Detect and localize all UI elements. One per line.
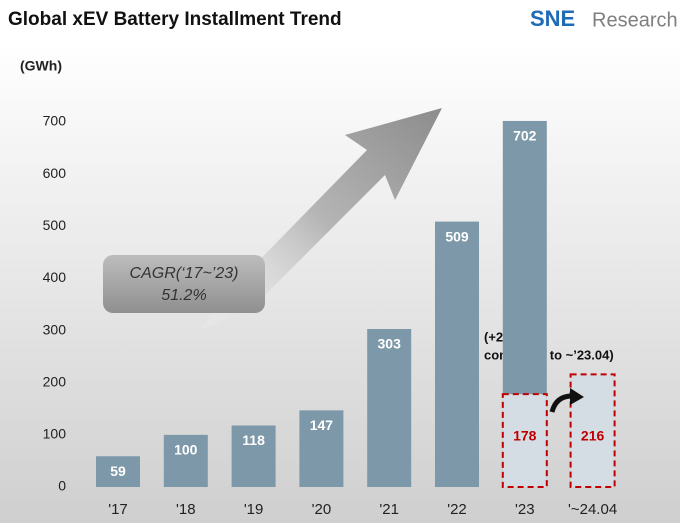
value-label: 216 bbox=[581, 428, 605, 444]
cagr-value: 51.2% bbox=[161, 287, 206, 304]
value-label: 702 bbox=[513, 128, 537, 144]
chart-title: Global xEV Battery Installment Trend bbox=[8, 9, 342, 30]
bar bbox=[435, 221, 479, 488]
value-label: 509 bbox=[445, 228, 469, 244]
y-axis-label: (GWh) bbox=[20, 58, 62, 74]
y-tick-label: 300 bbox=[43, 321, 67, 337]
logo-brand: SNE bbox=[530, 6, 575, 31]
x-tick-label: '18 bbox=[176, 501, 196, 518]
y-tick-label: 400 bbox=[43, 269, 67, 285]
value-label: 303 bbox=[378, 336, 402, 352]
cagr-label: CAGR(‘17~’23) bbox=[130, 265, 239, 282]
x-tick-label: '21 bbox=[379, 501, 399, 518]
growth-arrow bbox=[549, 393, 573, 413]
bar bbox=[367, 329, 412, 487]
x-tick-label: '17 bbox=[108, 501, 128, 518]
bar bbox=[299, 410, 344, 487]
x-tick-label: '20 bbox=[312, 501, 332, 518]
cagr-box bbox=[103, 255, 265, 313]
value-label: 118 bbox=[242, 432, 265, 448]
y-tick-label: 0 bbox=[58, 478, 66, 494]
x-tick-label: '19 bbox=[244, 501, 264, 518]
y-tick-label: 500 bbox=[43, 217, 67, 233]
y-tick-label: 200 bbox=[43, 373, 67, 389]
y-tick-label: 100 bbox=[43, 426, 67, 442]
value-label: 59 bbox=[110, 463, 126, 479]
bar bbox=[231, 425, 276, 487]
x-tick-label: '~24.04 bbox=[568, 501, 617, 518]
bar bbox=[96, 456, 140, 487]
y-tick-label: 600 bbox=[43, 165, 67, 181]
bar bbox=[163, 434, 208, 487]
value-label: 178 bbox=[513, 428, 537, 444]
x-tick-label: '22 bbox=[447, 501, 467, 518]
logo-suffix: Research bbox=[592, 9, 678, 31]
growth-arrow-head bbox=[570, 388, 584, 405]
ytd-bar bbox=[501, 393, 548, 488]
x-tick-label: '23 bbox=[515, 501, 535, 518]
y-tick-label: 700 bbox=[43, 113, 67, 129]
value-label: 147 bbox=[310, 417, 334, 433]
value-label: 100 bbox=[174, 442, 198, 458]
